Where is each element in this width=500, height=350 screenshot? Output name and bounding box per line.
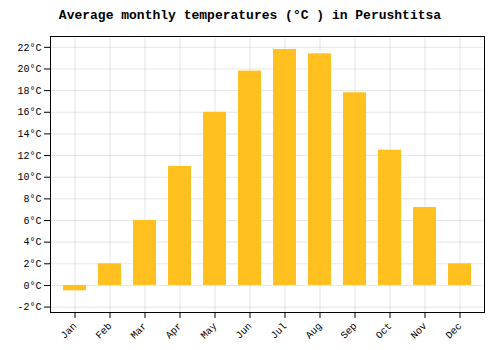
svg-text:Jun: Jun <box>234 321 255 342</box>
svg-text:Jan: Jan <box>59 321 80 342</box>
svg-text:20°C: 20°C <box>17 64 41 75</box>
svg-text:10°C: 10°C <box>17 172 41 183</box>
svg-text:2°C: 2°C <box>23 259 41 270</box>
svg-text:22°C: 22°C <box>17 43 41 54</box>
svg-text:6°C: 6°C <box>23 216 41 227</box>
svg-text:Dec: Dec <box>444 321 465 342</box>
svg-text:Nov: Nov <box>409 321 430 342</box>
svg-text:May: May <box>199 321 220 342</box>
svg-text:Jul: Jul <box>269 321 290 342</box>
svg-text:14°C: 14°C <box>17 129 41 140</box>
svg-text:Oct: Oct <box>374 321 395 342</box>
svg-text:0°C: 0°C <box>23 281 41 292</box>
svg-text:Mar: Mar <box>129 321 150 342</box>
svg-text:Sep: Sep <box>339 321 360 342</box>
svg-text:8°C: 8°C <box>23 194 41 205</box>
svg-text:16°C: 16°C <box>17 107 41 118</box>
svg-text:12°C: 12°C <box>17 151 41 162</box>
svg-text:Aug: Aug <box>304 321 325 342</box>
svg-text:Feb: Feb <box>94 321 115 342</box>
svg-text:Apr: Apr <box>164 321 185 342</box>
html-text:Average monthly temperatures (: Average monthly temperatures (°C ) in Pe… <box>58 8 442 23</box>
svg-text:18°C: 18°C <box>17 86 41 97</box>
svg-text:-2°C: -2°C <box>17 302 41 313</box>
svg-text:4°C: 4°C <box>23 237 41 248</box>
